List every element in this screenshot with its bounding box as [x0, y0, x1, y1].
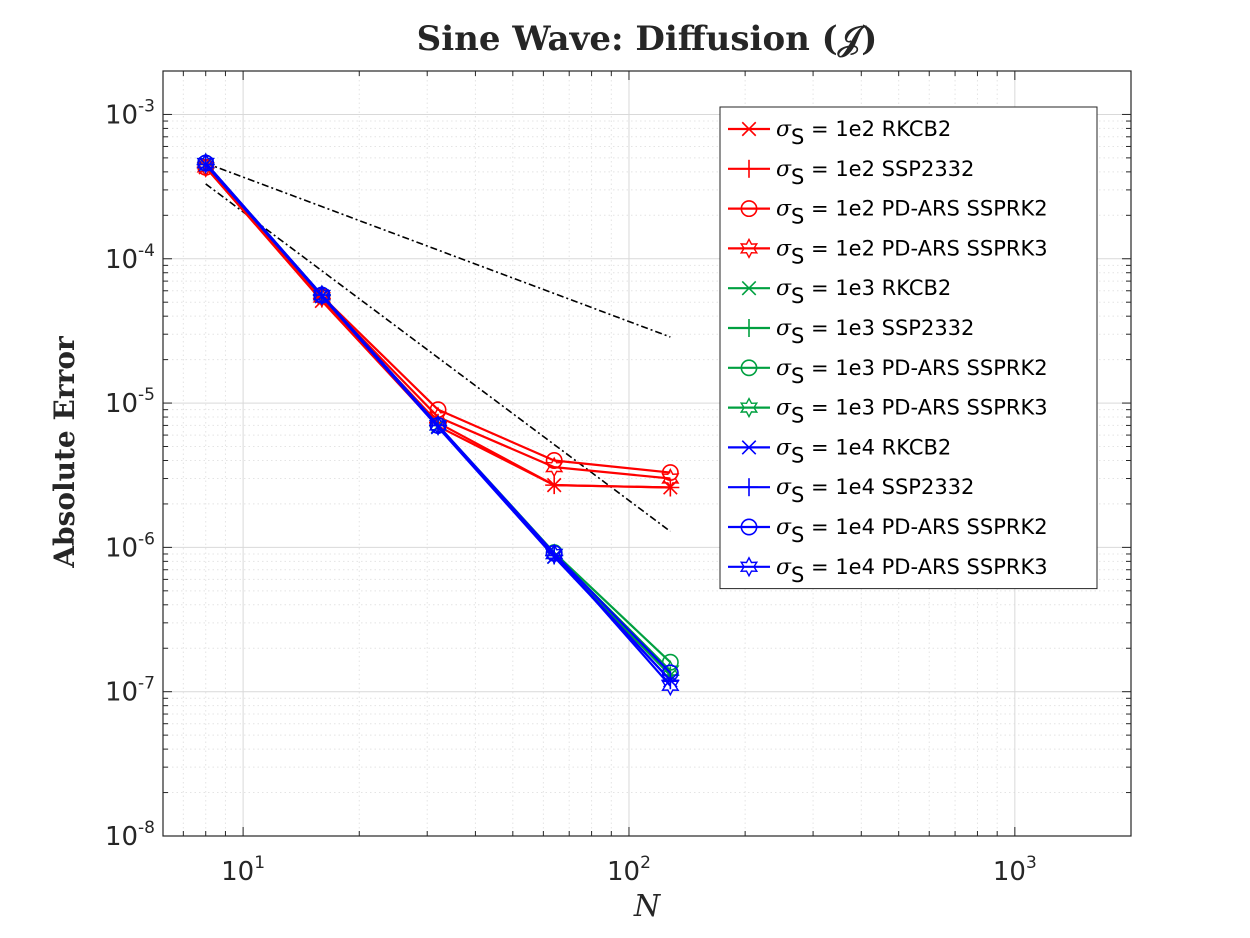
data-point	[312, 284, 331, 306]
legend-item: σS = 1e4 PD-ARS SSPRK3	[728, 555, 1048, 587]
legend-marker	[741, 121, 757, 137]
legend-item: σS = 1e2 PD-ARS SSPRK2	[728, 197, 1048, 229]
axis-ticks	[163, 70, 1132, 837]
legend-item: σS = 1e3 SSP2332	[728, 316, 974, 348]
legend-label: σS = 1e4 PD-ARS SSPRK3	[776, 555, 1048, 587]
legend-marker	[740, 200, 758, 218]
data-point	[661, 664, 679, 682]
legend-label: σS = 1e2 PD-ARS SSPRK2	[776, 197, 1048, 229]
legend-item: σS = 1e3 PD-ARS SSPRK3	[728, 396, 1048, 428]
y-tick-label: 10-8	[105, 818, 155, 852]
y-tick-labels: 10-3 10-4 10-5 10-6 10-7 10-8	[105, 96, 155, 852]
legend-label: σS = 1e4 SSP2332	[776, 475, 974, 507]
series-12	[196, 152, 680, 697]
legend-marker	[739, 237, 759, 259]
legend-marker	[741, 440, 757, 455]
legend-marker	[740, 518, 758, 536]
legend-marker	[740, 478, 758, 497]
legend-item: σS = 1e2 PD-ARS SSPRK3	[728, 236, 1048, 268]
legend-item: σS = 1e4 SSP2332	[728, 475, 974, 507]
legend-label: σS = 1e3 PD-ARS SSPRK2	[776, 356, 1048, 388]
legend-label: σS = 1e4 PD-ARS SSPRK2	[776, 515, 1048, 547]
x-tick-label: 102	[607, 853, 651, 887]
y-tick-label: 10-4	[105, 241, 155, 275]
y-tick-label: 10-6	[105, 529, 155, 563]
reference-lines	[205, 162, 671, 533]
data-point	[196, 152, 215, 174]
series-line	[204, 162, 672, 687]
x-tick-label: 101	[221, 853, 265, 887]
x-tick-label: 103	[993, 853, 1037, 887]
data-point	[545, 543, 564, 565]
data-point	[661, 464, 679, 481]
legend-item: σS = 1e2 SSP2332	[728, 157, 974, 189]
data-point	[428, 414, 448, 436]
legend-label: σS = 1e4 RKCB2	[776, 435, 951, 467]
legend-marker	[740, 159, 758, 178]
y-tick-label: 10-7	[105, 674, 155, 708]
legend-label: σS = 1e3 PD-ARS SSPRK3	[776, 396, 1048, 428]
y-tick-label: 10-3	[105, 96, 155, 130]
chart-title: Sine Wave: Diffusion (𝒥)	[417, 19, 878, 59]
legend-item: σS = 1e4 PD-ARS SSPRK2	[728, 515, 1048, 547]
legend-item: σS = 1e3 PD-ARS SSPRK2	[728, 356, 1048, 388]
plot-frame	[162, 70, 1132, 837]
data-point	[545, 456, 564, 478]
legend-item: σS = 1e4 RKCB2	[728, 435, 951, 467]
legend-marker	[741, 280, 757, 296]
legend-item: σS = 1e2 RKCB2	[728, 117, 951, 149]
series-layer	[196, 152, 680, 697]
legend-label: σS = 1e2 SSP2332	[776, 157, 974, 189]
legend-label: σS = 1e3 RKCB2	[776, 276, 951, 308]
legend-box	[719, 106, 1098, 590]
legend-marker	[739, 556, 759, 578]
data-point	[661, 468, 680, 490]
reference-line-order-2	[205, 183, 671, 533]
legend-marker	[739, 397, 759, 419]
data-point	[545, 476, 564, 495]
legend-label: σS = 1e2 RKCB2	[776, 117, 951, 149]
y-axis-label: Absolute Error	[48, 335, 81, 569]
legend-marker	[740, 319, 758, 337]
legend-label: σS = 1e3 SSP2332	[776, 316, 974, 348]
legend-marker	[740, 359, 758, 377]
x-axis-label: N	[633, 889, 662, 924]
x-tick-labels: 101 102 103	[221, 853, 1037, 887]
legend: σS = 1e2 RKCB2 σS = 1e2 SSP2332 σS = 1e2 P…	[719, 106, 1098, 590]
legend-label: σS = 1e2 PD-ARS SSPRK3	[776, 236, 1048, 268]
data-point	[661, 675, 680, 697]
legend-item: σS = 1e3 RKCB2	[728, 276, 951, 308]
y-tick-label: 10-5	[105, 385, 155, 419]
